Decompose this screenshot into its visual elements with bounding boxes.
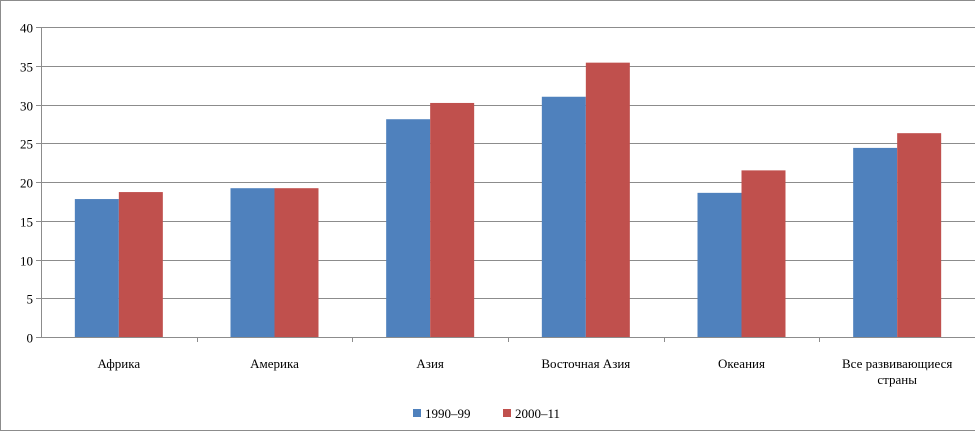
category-label: Восточная Азия — [541, 356, 630, 371]
category-label: страны — [877, 372, 917, 387]
y-tick-label: 35 — [20, 60, 33, 75]
y-tick-label: 5 — [27, 292, 34, 307]
bar — [386, 119, 431, 337]
legend-swatch — [503, 409, 511, 417]
bar — [585, 62, 630, 338]
category-label: Америка — [250, 356, 299, 371]
bar — [697, 192, 742, 337]
bar — [274, 188, 319, 337]
y-tick-label: 0 — [27, 331, 34, 346]
y-tick-label: 10 — [20, 254, 33, 269]
bar — [853, 147, 898, 337]
y-tick-label: 15 — [20, 215, 33, 230]
legend-label: 1990–99 — [425, 406, 471, 421]
legend-label: 2000–11 — [515, 406, 560, 421]
bar — [230, 188, 275, 337]
category-label: Океания — [718, 356, 765, 371]
y-tick-label: 40 — [20, 21, 33, 36]
category-label: Африка — [97, 356, 140, 371]
y-tick-label: 30 — [20, 99, 33, 114]
y-tick-label: 20 — [20, 176, 33, 191]
y-tick-label: 25 — [20, 137, 33, 152]
bar — [74, 199, 119, 337]
bar — [541, 96, 586, 337]
category-label: Все развивающиеся — [842, 356, 952, 371]
bar — [897, 133, 942, 337]
bar — [741, 170, 786, 337]
bar — [430, 102, 475, 337]
category-label: Азия — [416, 356, 443, 371]
legend-swatch — [413, 409, 421, 417]
bar — [118, 192, 163, 337]
